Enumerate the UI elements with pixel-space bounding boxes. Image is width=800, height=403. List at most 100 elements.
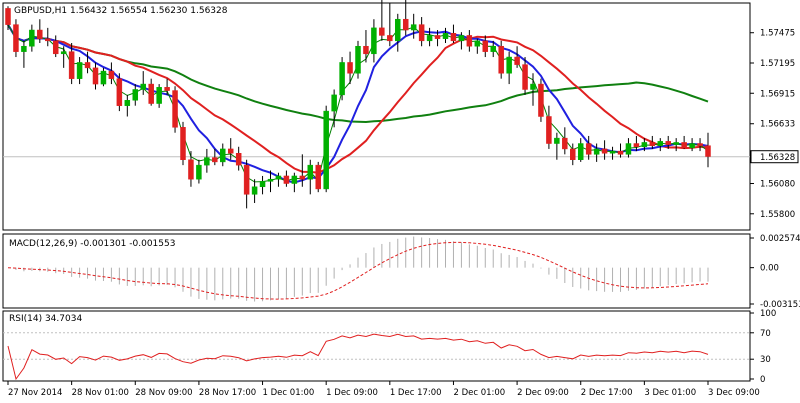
- candle-body: [371, 27, 377, 55]
- price-label: 1.56080: [760, 180, 795, 190]
- candle-body: [593, 148, 600, 155]
- candle-body: [220, 148, 226, 163]
- candle-body: [450, 33, 457, 42]
- candle-body: [673, 142, 679, 145]
- candle-body: [665, 141, 671, 145]
- candle-body: [243, 164, 250, 195]
- candle-body: [418, 24, 425, 42]
- candle-body: [180, 127, 186, 160]
- rsi-panel-border: [2, 310, 751, 382]
- candle-body: [235, 153, 242, 166]
- candle-body: [323, 110, 329, 190]
- price-panel-border: [2, 2, 751, 231]
- candle-body: [164, 87, 170, 91]
- candle-body: [76, 62, 83, 79]
- candle-body: [92, 67, 99, 85]
- candle-body: [204, 157, 210, 166]
- candle-body: [538, 83, 544, 117]
- rsi-line: [7, 333, 709, 381]
- time-label: 27 Nov 2014: [8, 388, 62, 398]
- current-price-box: [750, 150, 799, 164]
- candle-body: [275, 175, 282, 180]
- macd-axis-label: -0.003153: [760, 300, 800, 310]
- candle-body: [641, 142, 648, 148]
- price-panel-title: GBPUSD,H1 1.56432 1.56554 1.56230 1.5632…: [14, 6, 228, 16]
- candle-body: [633, 143, 640, 148]
- candle-body: [339, 62, 345, 96]
- time-label: 2 Dec 17:00: [581, 388, 633, 398]
- time-label: 28 Nov 17:00: [199, 388, 256, 398]
- candle-body: [267, 178, 274, 182]
- candle-body: [546, 116, 552, 144]
- candle-body: [315, 164, 321, 190]
- candle-body: [506, 56, 512, 74]
- macd-signal-line: [7, 241, 709, 300]
- candle-body: [410, 24, 417, 31]
- candle-body: [617, 150, 624, 155]
- candle-body: [554, 137, 560, 144]
- candle-body: [13, 24, 19, 52]
- candle-body: [355, 45, 361, 74]
- time-axis: 27 Nov 2014 28 Nov 01:00 28 Nov 09:00 28 No…: [7, 381, 760, 398]
- candle-body: [514, 56, 520, 65]
- rsi-axis-label: 0: [760, 375, 765, 385]
- candle-body: [657, 141, 664, 146]
- rsi-panel: 100 70 30 0: [2, 309, 776, 385]
- candle-body: [45, 38, 51, 42]
- candle-body: [140, 83, 146, 90]
- candle-body: [395, 18, 401, 42]
- candle-body: [490, 45, 496, 52]
- candle-body: [29, 29, 35, 47]
- candle-body: [52, 40, 59, 55]
- candle-body: [474, 40, 481, 47]
- candle-body: [21, 45, 27, 52]
- candle-body: [466, 35, 473, 47]
- candle-body: [681, 142, 687, 149]
- candle-body: [570, 148, 576, 160]
- candle-body: [601, 148, 608, 154]
- candle-body: [227, 148, 234, 154]
- time-label: 1 Dec 09:00: [326, 388, 378, 398]
- candle-body: [347, 62, 353, 74]
- candle-body: [116, 78, 123, 106]
- candle-body: [132, 89, 139, 101]
- candle-body: [442, 33, 449, 39]
- candle-body: [5, 8, 11, 25]
- price-panel: 1.57475 1.57195 1.56915 1.56633 1.56080 1.558…: [2, 0, 799, 231]
- time-label: 1 Dec 17:00: [390, 388, 442, 398]
- candle-body: [299, 175, 306, 180]
- candle-body: [363, 45, 369, 55]
- candle-body: [100, 70, 107, 85]
- candle-body: [124, 100, 131, 106]
- price-label: 1.56915: [760, 89, 795, 99]
- price-label: 1.57475: [760, 29, 795, 39]
- candle-body: [482, 40, 489, 52]
- macd-panel: 0.002574 0.00 -0.003153: [2, 233, 800, 310]
- macd-panel-border: [2, 233, 751, 309]
- candle-body: [609, 150, 616, 154]
- candle-body: [697, 143, 703, 146]
- candle-body: [577, 143, 584, 160]
- candle-body: [60, 51, 67, 55]
- price-label: 1.57195: [760, 59, 795, 69]
- candle-body: [649, 142, 656, 146]
- rsi-axis-label: 30: [760, 355, 771, 365]
- candle-body: [37, 29, 43, 39]
- candle-body: [562, 137, 568, 150]
- ma-mid-line: [7, 24, 709, 174]
- candle-body: [331, 94, 337, 112]
- candle-body: [458, 35, 465, 42]
- candle-body: [68, 51, 75, 79]
- rsi-axis-label: 70: [760, 329, 771, 339]
- candle-body: [530, 83, 536, 90]
- candle-body: [259, 181, 266, 188]
- candle-body: [387, 35, 393, 42]
- candle-body: [585, 143, 592, 155]
- time-label: 28 Nov 01:00: [72, 388, 129, 398]
- candle-body: [625, 143, 632, 155]
- candle-body: [196, 164, 202, 180]
- candle-body: [379, 27, 385, 36]
- macd-axis-label: 0.002574: [760, 234, 800, 244]
